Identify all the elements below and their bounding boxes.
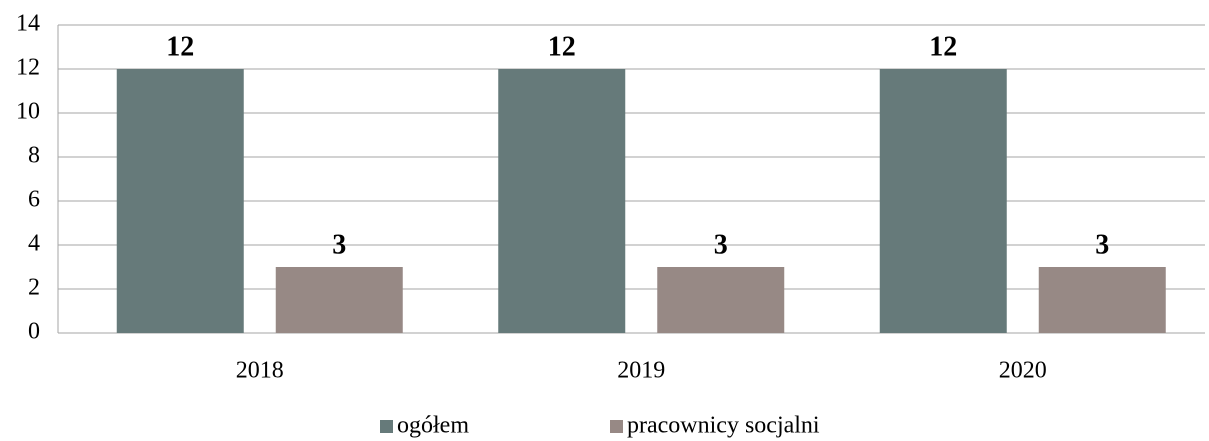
- y-tick-label: 4: [28, 231, 40, 257]
- legend-swatch: [610, 420, 623, 433]
- legend-label: ogółem: [397, 413, 469, 439]
- y-tick-label: 14: [16, 11, 40, 37]
- x-tick-label: 2020: [999, 358, 1047, 384]
- y-tick-label: 0: [28, 319, 40, 345]
- legend-swatch: [380, 420, 393, 433]
- bar: [1038, 267, 1166, 333]
- data-label: 12: [166, 31, 194, 62]
- bar: [657, 267, 785, 333]
- y-tick-label: 12: [16, 55, 40, 81]
- y-tick-label: 6: [28, 187, 40, 213]
- data-label: 12: [929, 31, 957, 62]
- y-tick-label: 10: [16, 99, 40, 125]
- y-tick-label: 8: [28, 143, 40, 169]
- data-label: 12: [548, 31, 576, 62]
- bar: [498, 69, 626, 333]
- bar: [879, 69, 1007, 333]
- bar: [275, 267, 403, 333]
- x-tick-label: 2019: [617, 358, 665, 384]
- y-tick-label: 2: [28, 275, 40, 301]
- x-tick-label: 2018: [236, 358, 284, 384]
- legend-label: pracownicy socjalni: [627, 413, 820, 439]
- data-label: 3: [1095, 229, 1109, 260]
- bar: [116, 69, 244, 333]
- data-label: 3: [714, 229, 728, 260]
- data-label: 3: [332, 229, 346, 260]
